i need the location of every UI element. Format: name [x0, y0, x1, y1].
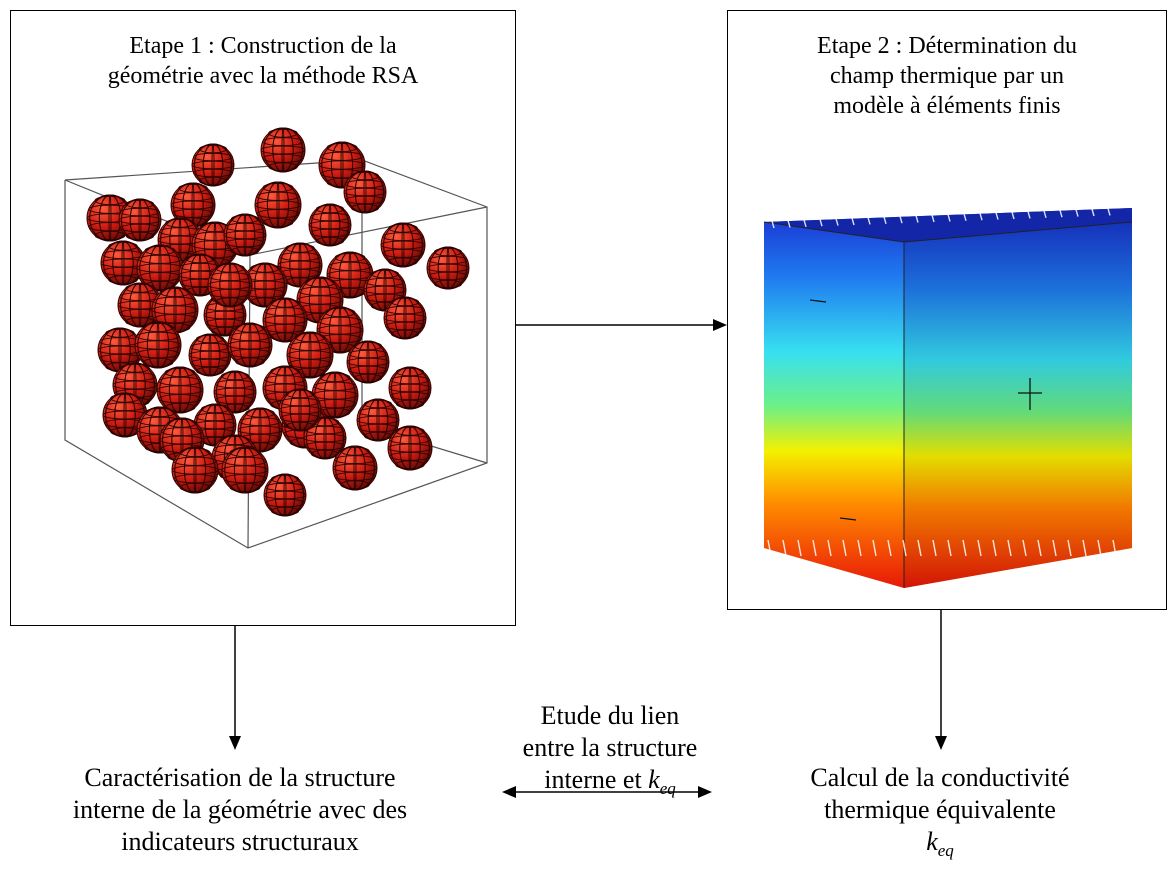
rsa-spheres — [86, 127, 470, 517]
sphere — [308, 203, 352, 247]
sphere — [277, 242, 323, 288]
link-label: Etude du lien entre la structure interne… — [500, 700, 720, 805]
step2-title-line3: modèle à éléments finis — [833, 93, 1061, 119]
step1-title-line2: géométrie avec la méthode RSA — [107, 63, 419, 89]
calculation-keq-subscript: eq — [937, 841, 954, 860]
sphere — [171, 446, 219, 494]
sphere — [343, 170, 387, 214]
sphere — [262, 297, 308, 343]
sphere — [387, 425, 433, 471]
sphere — [223, 213, 267, 257]
step2-title: Etape 2 : Détermination du champ thermiq… — [728, 31, 1166, 121]
characterisation-line1: Caractérisation de la structure — [84, 763, 396, 792]
link-keq-subscript: eq — [659, 779, 676, 798]
sphere — [346, 340, 390, 384]
characterisation-line2: interne de la géométrie avec des — [72, 795, 408, 824]
sphere — [388, 366, 432, 410]
sphere — [191, 143, 235, 187]
link-line2: entre la structure — [522, 733, 698, 762]
calculation-keq: keq — [760, 826, 1120, 867]
sphere — [213, 370, 257, 414]
characterisation-line3: indicateurs structuraux — [121, 827, 359, 856]
sphere — [356, 398, 400, 442]
link-keq-symbol: k — [648, 765, 660, 794]
step1-title-line1: Etape 1 : Construction de la — [129, 33, 397, 59]
calculation-keq-symbol: k — [926, 827, 938, 856]
characterisation-label: Caractérisation de la structure interne … — [40, 762, 440, 858]
sphere — [332, 445, 378, 491]
sphere — [380, 222, 426, 268]
thermal-field-cube — [763, 201, 1133, 588]
calculation-label: Calcul de la conductivité thermique équi… — [760, 762, 1120, 867]
step1-title: Etape 1 : Construction de la géométrie a… — [11, 31, 515, 91]
sphere — [188, 333, 232, 377]
sphere — [260, 127, 306, 173]
sphere — [286, 331, 334, 379]
sphere — [207, 262, 253, 308]
sphere — [426, 246, 470, 290]
sphere — [227, 322, 273, 368]
sphere — [221, 446, 269, 494]
link-line1: Etude du lien — [540, 701, 680, 730]
step2-title-line1: Etape 2 : Détermination du — [817, 33, 1077, 59]
calculation-line1: Calcul de la conductivité — [810, 763, 1070, 792]
sphere — [118, 198, 162, 242]
connector-arrows — [229, 319, 947, 798]
sphere — [254, 181, 302, 229]
link-line3: interne et keq — [500, 764, 720, 805]
link-line3-text: interne et — [544, 765, 649, 794]
step1-box: Etape 1 : Construction de la géométrie a… — [10, 10, 516, 626]
step2-title-line2: champ thermique par un — [830, 63, 1064, 89]
sphere — [134, 321, 182, 369]
sphere — [303, 416, 347, 460]
sphere — [278, 388, 322, 432]
sphere — [383, 296, 427, 340]
sphere — [136, 244, 184, 292]
sphere — [263, 473, 307, 517]
calculation-line2: thermique équivalente — [824, 795, 1056, 824]
sphere — [156, 366, 204, 414]
